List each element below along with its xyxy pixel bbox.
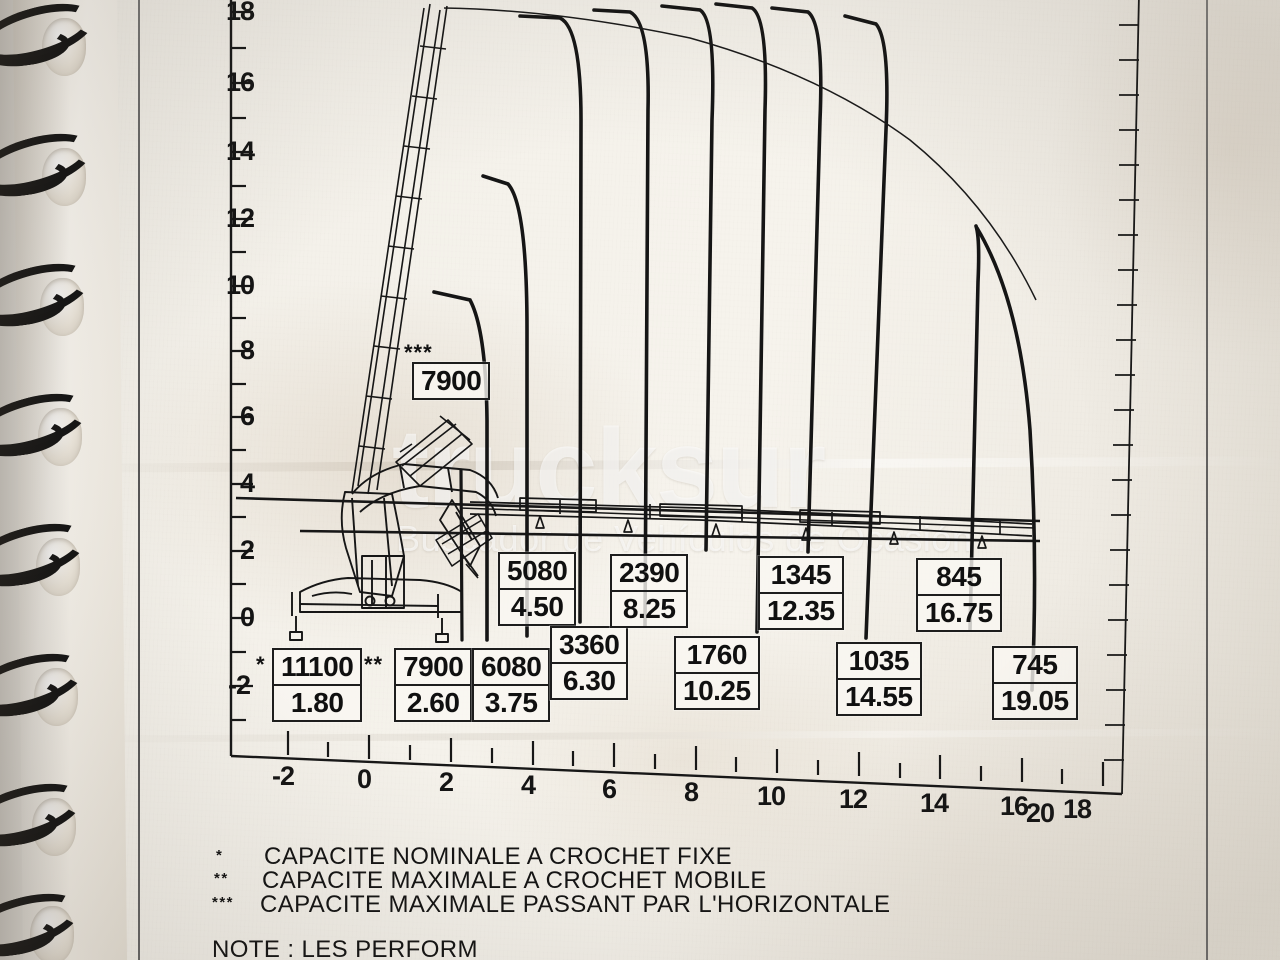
value-box-capacity: 7900 (421, 365, 482, 396)
y-tick-label: 2 (240, 535, 255, 565)
value-box-reach: 8.25 (622, 593, 676, 624)
curve-5080 (518, 14, 583, 624)
max-movable-hook-star-marker: ** (364, 652, 384, 677)
x-tick-label: 10 (757, 781, 786, 811)
x-axis (230, 754, 1123, 796)
value-box-reach: 4.50 (510, 591, 564, 622)
value-box-capacity: 11100 (274, 650, 361, 686)
load-curves (432, 2, 1037, 692)
value-box-1345: 1345 12.35 (758, 556, 844, 630)
x-axis-ticks (286, 731, 1105, 786)
x-tick-label: 12 (839, 784, 868, 814)
y-tick-label: 0 (240, 602, 255, 632)
value-box-845: 845 16.75 (916, 558, 1002, 632)
y-axis-right (1121, 0, 1140, 795)
y-tick-label: 8 (240, 335, 255, 365)
value-box-capacity: 1345 (760, 558, 842, 594)
x-tick-label: 6 (602, 774, 617, 804)
curve-745 (975, 226, 1037, 692)
value-box-capacity: 845 (918, 560, 1000, 596)
value-box-reach: 3.75 (484, 687, 538, 718)
y-axis-right-ticks (1104, 24, 1139, 761)
value-box-reach: 2.60 (406, 687, 460, 718)
value-box-7900: 7900 2.60 (394, 648, 473, 722)
value-box-reach: 12.35 (767, 595, 835, 626)
curve-1760 (714, 2, 768, 634)
legend-marker-2: ** (214, 870, 229, 887)
y-axis-ticks (231, 10, 253, 722)
y-tick-label: 12 (226, 203, 255, 233)
axes-frame (229, 0, 1140, 796)
value-box-capacity: 5080 (500, 554, 575, 590)
curve-1035 (843, 14, 889, 640)
y-tick-label: 16 (226, 67, 255, 97)
x-tick-label: 20 (1026, 798, 1055, 828)
y-tick-label: 18 (226, 0, 255, 26)
legend-text-2: CAPACITE MAXIMALE A CROCHET MOBILE (262, 867, 767, 894)
x-tick-label: 4 (521, 770, 536, 800)
value-box-capacity: 1760 (676, 638, 758, 674)
legend-text-1: CAPACITE NOMINALE A CROCHET FIXE (264, 843, 733, 870)
curve-2390 (660, 4, 715, 552)
value-box-3360: 3360 6.30 (550, 626, 629, 700)
x-tick-label: 14 (920, 788, 949, 818)
value-box-1760: 1760 10.25 (674, 636, 760, 710)
value-box-6080: 6080 3.75 (472, 648, 551, 722)
curve-6080 (481, 174, 529, 638)
value-box-capacity: 2390 (612, 556, 687, 592)
value-box-11100: 11100 1.80 (272, 648, 363, 722)
value-box-reach: 19.05 (1001, 685, 1069, 716)
legend-marker-3: *** (212, 894, 235, 911)
page-margin-rule-right (1206, 0, 1208, 960)
value-box-reach: 1.80 (290, 687, 344, 718)
curve-1345 (770, 6, 823, 554)
value-box-1035: 1035 14.55 (836, 642, 922, 716)
x-tick-label: 0 (357, 764, 372, 794)
nominal-fixed-hook-star-marker: * (256, 652, 266, 677)
value-box-reach: 16.75 (925, 597, 993, 628)
extended-boom-horizontal-overlay (469, 497, 1033, 549)
x-tick-label: 16 (1000, 791, 1029, 821)
value-box-capacity: 7900 (396, 650, 471, 686)
boom-detail-sketch-lower (435, 513, 493, 579)
x-tick-label: 18 (1063, 794, 1092, 824)
horizontal-pass-star-marker: *** (404, 340, 433, 365)
value-box-capacity: 3360 (552, 628, 627, 664)
x-tick-label: 2 (439, 767, 454, 797)
value-box-reach: 10.25 (683, 675, 751, 706)
curve-3360 (592, 8, 650, 628)
value-box-horizontal-pass: 7900 (412, 362, 491, 400)
boom-detail-sketch-upper (395, 415, 473, 487)
jib-head (439, 499, 481, 577)
outrigger-legs (289, 592, 449, 643)
x-tick-label: 8 (684, 777, 699, 807)
note-line: NOTE : LES PERFORM (212, 936, 478, 960)
spiral-binding (0, 0, 140, 960)
max-reach-envelope (443, 7, 1037, 301)
y-tick-label: 4 (240, 468, 255, 498)
page-margin-rule-left (138, 0, 140, 960)
telescopic-boom-raised (351, 3, 448, 495)
y-tick-label: -2 (228, 670, 251, 700)
x-tick-label: -2 (272, 761, 295, 791)
crane-assembly-drawing (289, 3, 1033, 643)
value-box-capacity: 6080 (474, 650, 549, 686)
curve-7900 (432, 290, 489, 642)
crane-column (361, 555, 405, 609)
y-tick-label: 10 (226, 270, 255, 300)
value-box-capacity: 745 (994, 648, 1076, 684)
value-box-reach: 14.55 (845, 681, 913, 712)
value-box-capacity: 1035 (838, 644, 920, 680)
legend-marker-1: * (216, 847, 224, 864)
y-tick-label: 6 (240, 401, 255, 431)
value-box-2390: 2390 8.25 (610, 554, 689, 628)
y-tick-label: 14 (226, 136, 255, 166)
value-box-5080: 5080 4.50 (498, 552, 577, 626)
value-box-745: 745 19.05 (992, 646, 1078, 720)
legend-text-3: CAPACITE MAXIMALE PASSANT PAR L'HORIZONT… (260, 891, 891, 918)
value-box-reach: 6.30 (562, 665, 616, 696)
